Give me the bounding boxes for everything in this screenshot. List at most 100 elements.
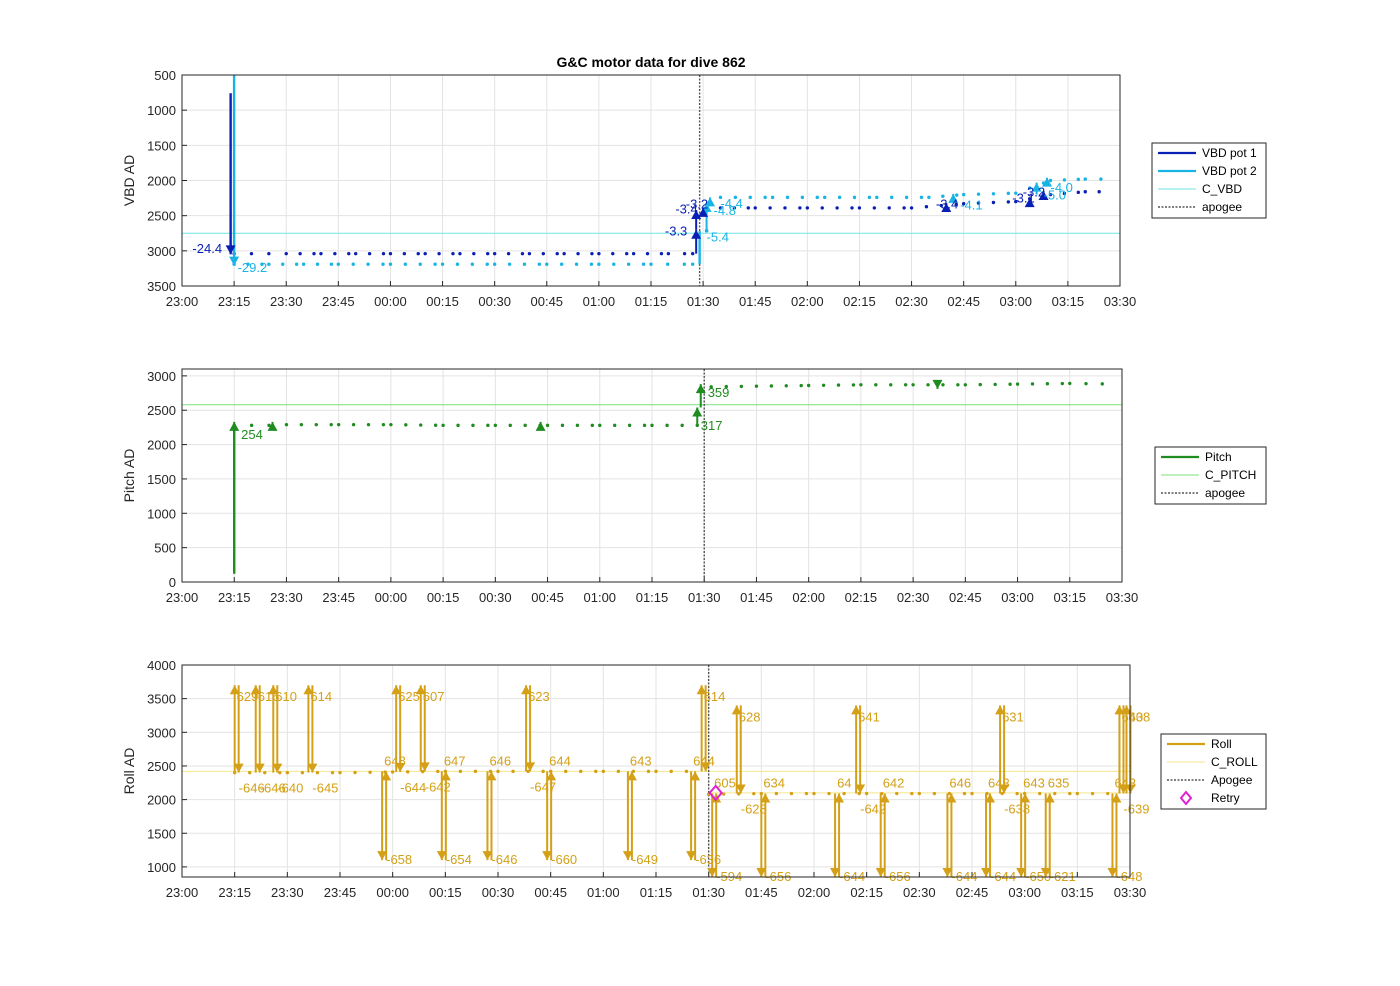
series-pitch-point: [389, 422, 393, 427]
series-pitch-point: [560, 423, 565, 428]
series-pot2-point: [537, 262, 542, 266]
roll-down-arrow-head: [395, 763, 406, 773]
roll-down-arrow-head: [525, 762, 536, 772]
series-pot2-point: [919, 195, 924, 200]
roll-dip-up-arrow-head: [879, 793, 890, 803]
x-tick-label: 03:30: [1106, 590, 1139, 605]
legend: Roll C_ROLL Apogee Retry: [1160, 733, 1267, 810]
series-roll_climb-point: [917, 791, 922, 796]
series-pot1-point: [805, 206, 810, 210]
series-roll_climb-point: [812, 791, 816, 796]
series-pot2-point: [961, 192, 966, 197]
change-arrow-head: [1042, 177, 1053, 187]
series-pot2-point: [991, 192, 996, 196]
series-pot2-point: [301, 262, 306, 266]
x-tick-label: 23:30: [270, 294, 303, 309]
series-roll_climb-point: [895, 791, 899, 796]
series-pot1-point: [381, 251, 386, 256]
series-pitch-point: [799, 383, 803, 388]
x-tick-label: 02:15: [845, 590, 878, 605]
series-roll_dive-point: [646, 769, 651, 774]
series-pot2-point: [260, 262, 264, 266]
series-pot1-point: [645, 251, 650, 256]
roll-down-label: -642: [860, 802, 886, 817]
x-tick-label: 00:15: [429, 885, 462, 900]
series-pot1-point: [820, 206, 824, 210]
roll-dip-down-label: -658: [386, 852, 412, 867]
y-axis-label: Pitch AD: [121, 449, 137, 503]
series-pitch-point: [366, 422, 371, 427]
series-pot2-point: [403, 262, 408, 266]
roll-down-label: -628: [741, 802, 767, 817]
series-pot2-point: [770, 195, 775, 200]
roll-up-arrow-head: [268, 685, 279, 695]
series-pitch-point: [993, 382, 997, 387]
series-pot1-point: [872, 206, 877, 210]
roll-up-arrow-head: [995, 705, 1006, 715]
series-pot2-point: [955, 193, 959, 197]
series-roll_dive-point: [654, 769, 658, 774]
series-pot1-point: [388, 251, 393, 256]
roll-up-label: 610: [275, 689, 297, 704]
data-label: -3.2: [1023, 185, 1045, 200]
legend-label: C_VBD: [1202, 182, 1242, 196]
x-tick-label: 23:15: [218, 294, 251, 309]
series-pot1-point: [976, 201, 981, 205]
series-pitch-point: [956, 383, 960, 387]
series-pot1-point: [666, 251, 671, 256]
series-pot1-point: [682, 251, 687, 256]
series-pitch-point: [926, 383, 930, 387]
x-tick-label: 01:45: [745, 885, 778, 900]
series-roll_climb-point: [842, 791, 846, 796]
series-pitch-point: [963, 383, 968, 387]
roll-dip-down-arrow-head: [1016, 868, 1027, 877]
roll-dip-up-arrow-head: [760, 793, 771, 803]
series-roll_dive-point: [315, 770, 320, 775]
y-tick-label: 2500: [147, 403, 176, 418]
series-pitch-point: [381, 422, 386, 427]
series-pot2-point: [1083, 177, 1087, 181]
series-pot2-point: [492, 262, 497, 266]
series-pitch-point: [575, 423, 580, 428]
data-label: -3.3: [665, 223, 687, 238]
roll-dip-down-arrow-head: [707, 868, 718, 877]
series-roll_climb-point: [827, 791, 831, 796]
change-arrow-head: [1024, 198, 1035, 208]
roll-up-arrow-head: [851, 705, 862, 715]
roll-dip-down-label: -660: [551, 852, 577, 867]
series-pitch-point: [784, 384, 788, 388]
roll-up-label: 614: [310, 689, 332, 704]
y-tick-label: 2500: [147, 209, 176, 224]
y-tick-label: 3000: [147, 725, 176, 740]
series-roll_dive-point: [338, 770, 342, 775]
y-tick-label: 1500: [147, 138, 176, 153]
series-roll_dive-point: [390, 770, 395, 774]
series-roll_dive-point: [278, 770, 282, 775]
series-roll_climb-point: [1038, 791, 1042, 796]
x-tick-label: 01:30: [688, 590, 721, 605]
series-pot1-point: [991, 200, 996, 205]
roll-dip-up-arrow-head: [985, 793, 996, 803]
legend-label: C_PITCH: [1205, 468, 1256, 482]
series-pot1-point: [768, 206, 772, 210]
x-tick-label: 03:00: [1008, 885, 1041, 900]
series-pot2-point: [612, 262, 616, 266]
series-pot1-point: [798, 206, 802, 210]
roll-dip-up-label: 642: [883, 776, 905, 791]
series-pot1-point: [541, 251, 546, 256]
series-pot2-point: [852, 195, 857, 200]
series-pitch-point: [627, 423, 632, 428]
series-pot1-point: [783, 206, 787, 210]
series-pot2-point: [875, 195, 879, 200]
series-pot1-point: [437, 251, 441, 256]
series-roll_climb-point: [1015, 791, 1019, 796]
series-pot2-point: [904, 195, 909, 200]
series-pitch-point: [806, 383, 811, 388]
roll-dip-up-arrow-head: [440, 771, 451, 781]
series-pitch-point: [612, 423, 617, 428]
series-pot1-point: [631, 251, 636, 256]
roll-dip-up-label: 647: [444, 753, 466, 768]
series-pitch-point: [1060, 381, 1065, 386]
series-roll_dive-point: [541, 769, 545, 774]
series-pot1-point: [718, 206, 723, 210]
